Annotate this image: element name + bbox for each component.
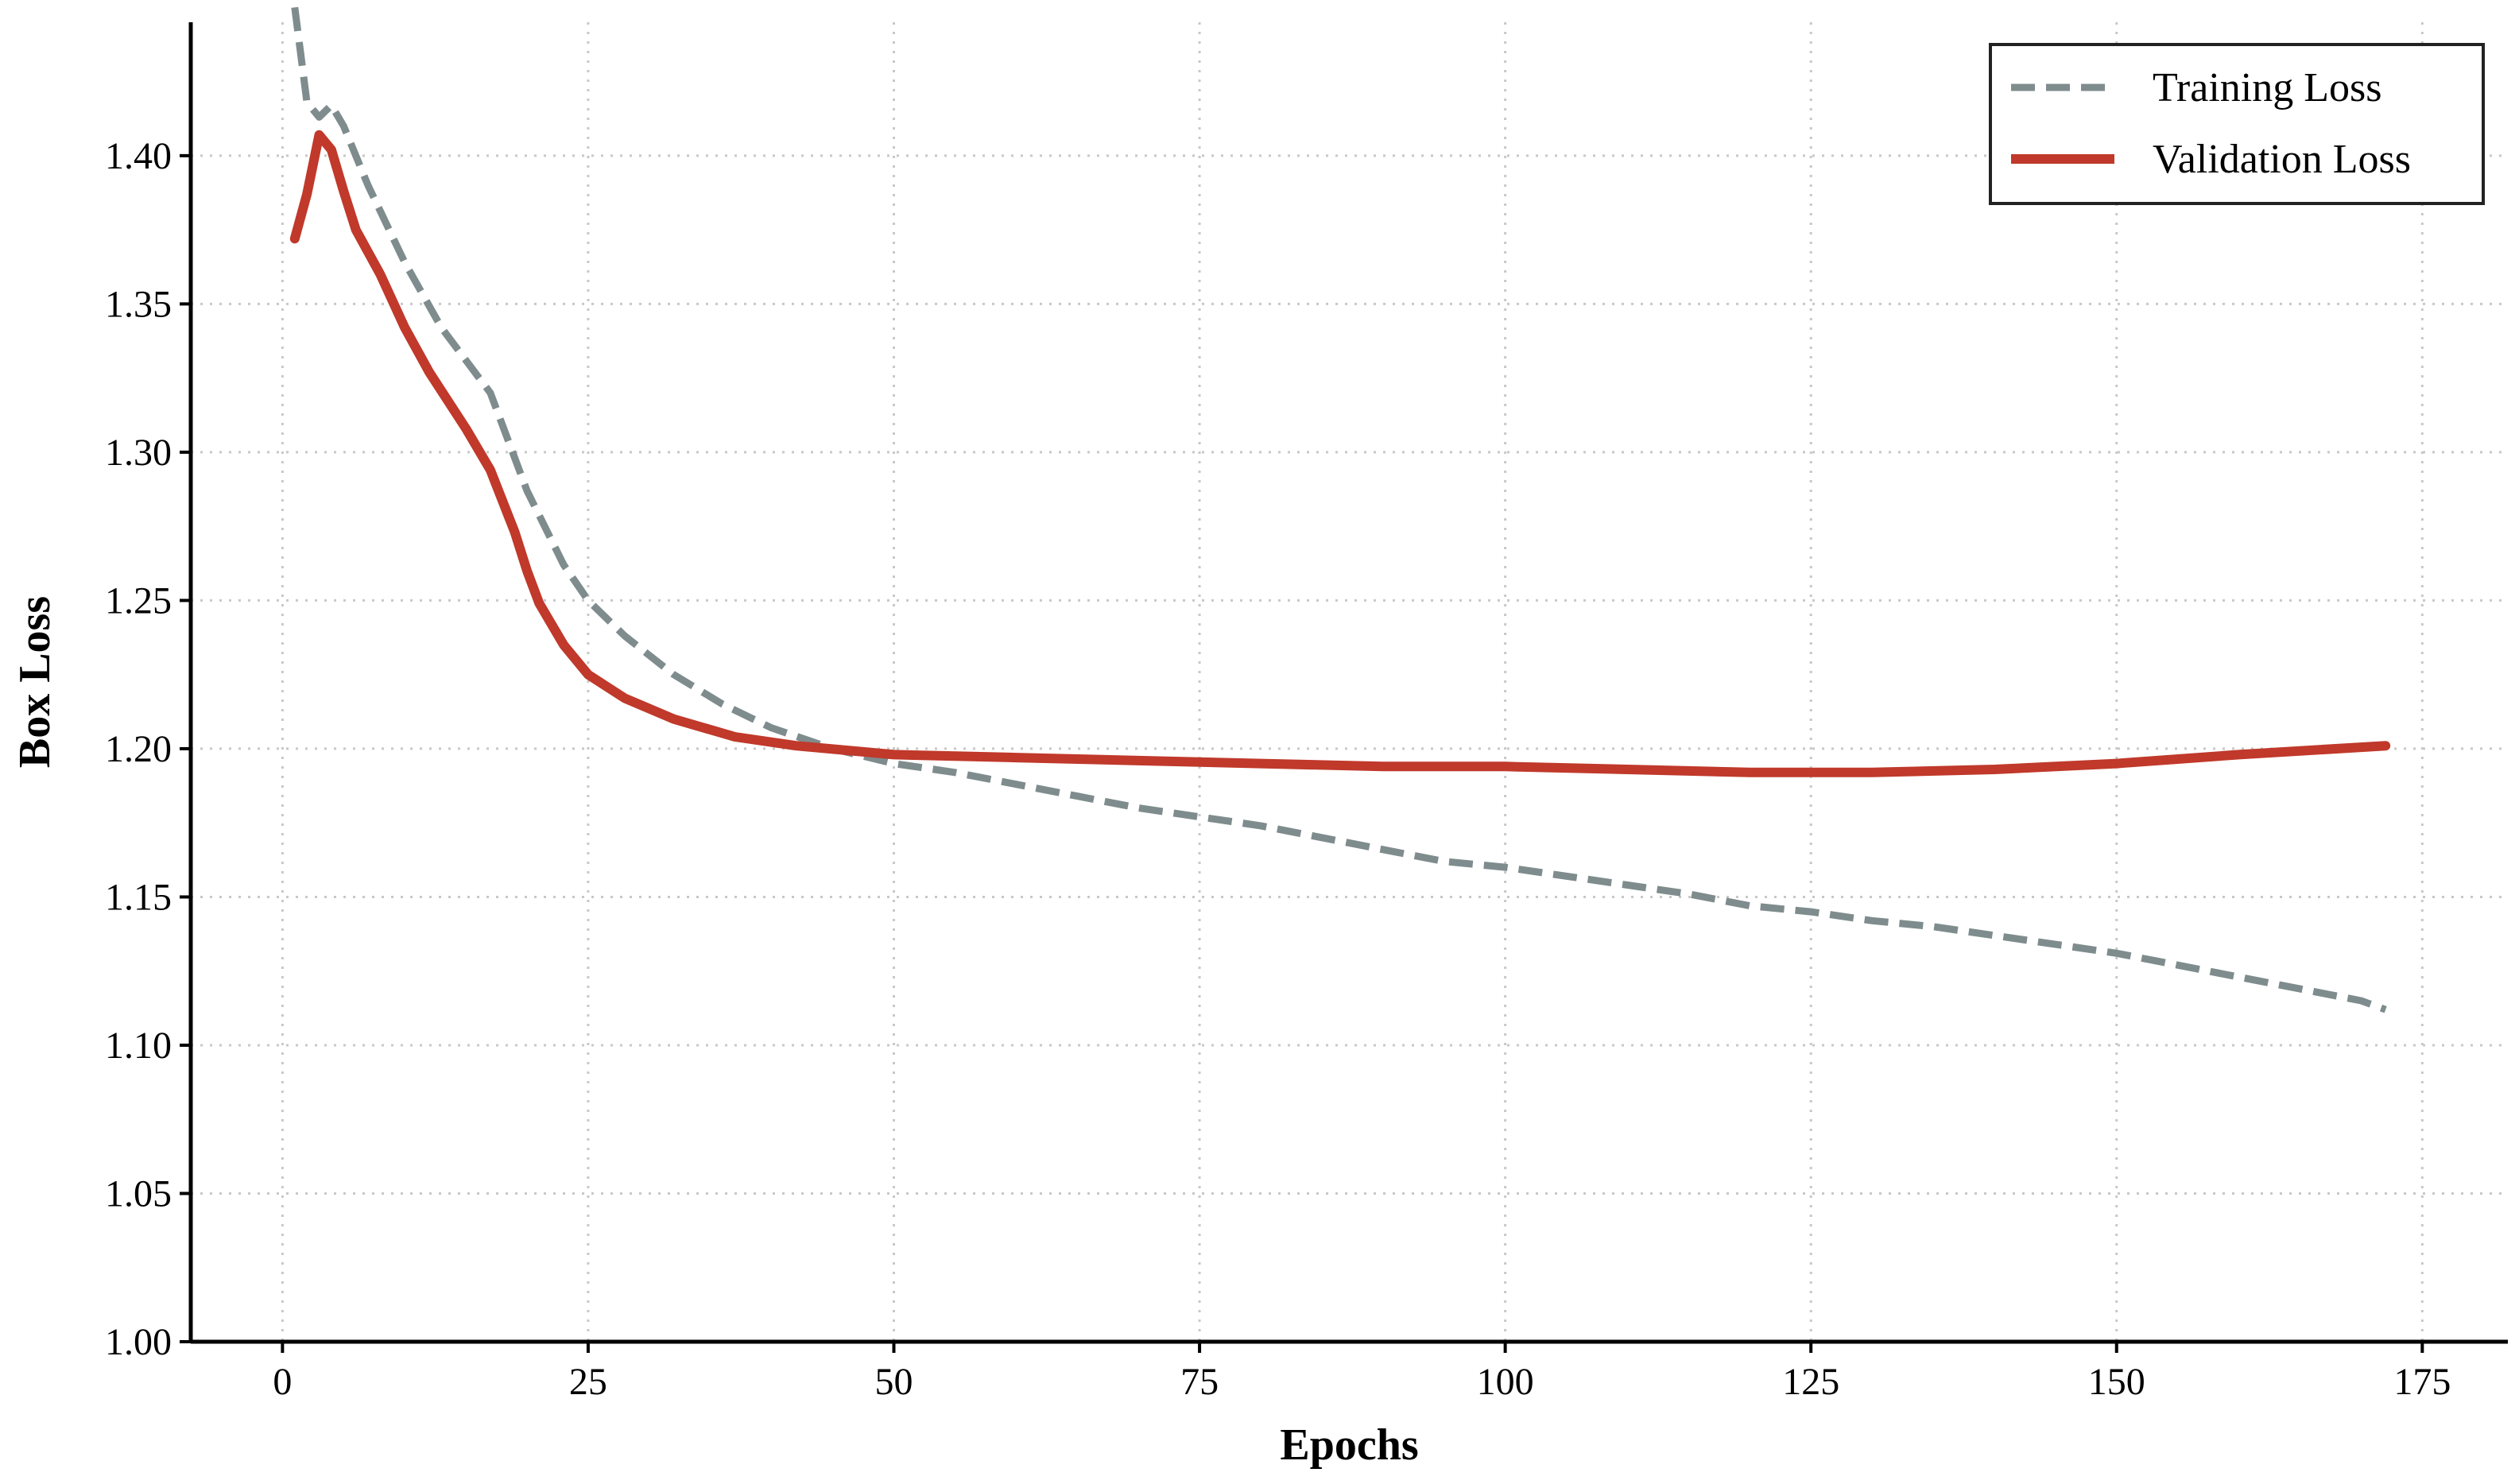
y-tick-label-5: 1.25 [105,579,172,622]
x-tick-label-7: 175 [2393,1361,2451,1403]
y-tick-label-4: 1.20 [105,728,172,770]
grid [191,22,2508,1343]
x-tick-label-5: 125 [1782,1361,1839,1403]
series-line-1 [289,130,2391,777]
x-axis-ticks: 0 25 50 75 100 125 150 175 [273,1342,2451,1403]
y-tick-label-3: 1.15 [105,876,172,918]
legend-label-0: Training Loss [2153,65,2381,110]
y-tick-label-8: 1.40 [105,135,172,177]
series-layer [289,6,2391,1013]
y-tick-label-6: 1.30 [105,432,172,474]
legend: Training Loss Validation Loss [1989,43,2485,205]
y-axis-label: Box Loss [10,596,60,768]
x-tick-label-6: 150 [2088,1361,2145,1403]
y-tick-label-7: 1.35 [105,283,172,325]
y-tick-label-0: 1.00 [105,1321,172,1363]
y-axis-ticks: 1.00 1.05 1.10 1.15 1.20 1.25 1.30 1.35 1.40 [105,135,191,1363]
legend-box [1989,43,2485,205]
x-axis-label: Epochs [1280,1420,1418,1470]
axes [188,22,2508,1344]
x-tick-label-3: 75 [1180,1361,1219,1403]
y-tick-label-1: 1.05 [105,1172,172,1215]
x-tick-label-2: 50 [874,1361,913,1403]
legend-label-1: Validation Loss [2153,137,2411,182]
x-tick-label-0: 0 [273,1361,292,1403]
y-tick-label-2: 1.10 [105,1025,172,1067]
x-tick-label-4: 100 [1477,1361,1534,1403]
x-tick-label-1: 25 [569,1361,607,1403]
